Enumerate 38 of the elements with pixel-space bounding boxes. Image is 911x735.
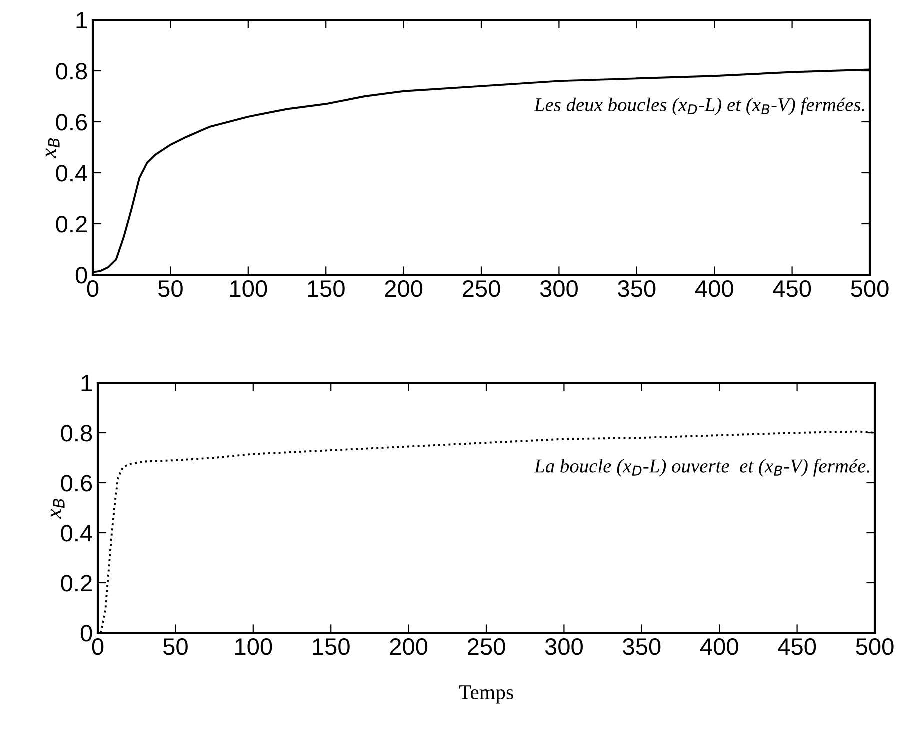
x-tick-label: 200 — [390, 638, 428, 656]
y-tick-label: 0.6 — [61, 475, 92, 492]
x-tick-label: 350 — [623, 638, 661, 656]
x-tick-label: 350 — [618, 280, 656, 298]
x-tick-label: 250 — [468, 638, 506, 656]
y-tick-label: 0.4 — [61, 525, 92, 542]
x-tick-label: 400 — [700, 638, 738, 656]
x-axis-title: Temps — [459, 686, 514, 704]
x-tick-label: 500 — [851, 280, 889, 298]
y-tick-label: 0 — [76, 267, 88, 284]
x-tick-label: 250 — [462, 280, 500, 298]
y-tick-label: 0 — [80, 625, 92, 642]
annotation: La boucle (x$_{D}$-L) ouverte et (x$_{B}$-V) fermée. — [534, 458, 870, 477]
y-tick-label: 0.2 — [61, 575, 92, 592]
y-axis-title: x$_{B}$ — [50, 498, 65, 520]
x-tick-label: 300 — [545, 638, 583, 656]
x-tick-label: 450 — [773, 280, 812, 298]
annotation: Les deux boucles (x$_{D}$-L) et (x$_{B}$-V) fermées. — [534, 98, 864, 116]
x-tick-label: 50 — [164, 638, 188, 656]
x-tick-label: 200 — [385, 280, 423, 298]
y-tick-label: 1 — [82, 375, 92, 392]
x-tick-label: 100 — [236, 638, 272, 656]
y-axis-title: x$_{B}$ — [46, 138, 60, 159]
y-tick-label: 0.8 — [56, 63, 88, 80]
y-tick-label: 0.8 — [61, 425, 92, 442]
x-tick-label: 50 — [158, 280, 183, 298]
x-tick-label: 150 — [313, 638, 350, 656]
x-tick-label: 500 — [856, 638, 894, 656]
x-tick-label: 300 — [540, 280, 578, 298]
y-tick-label: 0.4 — [56, 165, 88, 182]
x-tick-label: 0 — [92, 638, 104, 656]
x-tick-label: 400 — [695, 280, 734, 298]
y-tick-label: 1 — [76, 12, 87, 29]
y-tick-label: 0.2 — [56, 216, 87, 233]
x-tick-label: 150 — [308, 280, 345, 298]
x-tick-label: 450 — [778, 638, 816, 656]
x-tick-label: 100 — [230, 280, 268, 298]
y-tick-label: 0.6 — [56, 114, 88, 131]
